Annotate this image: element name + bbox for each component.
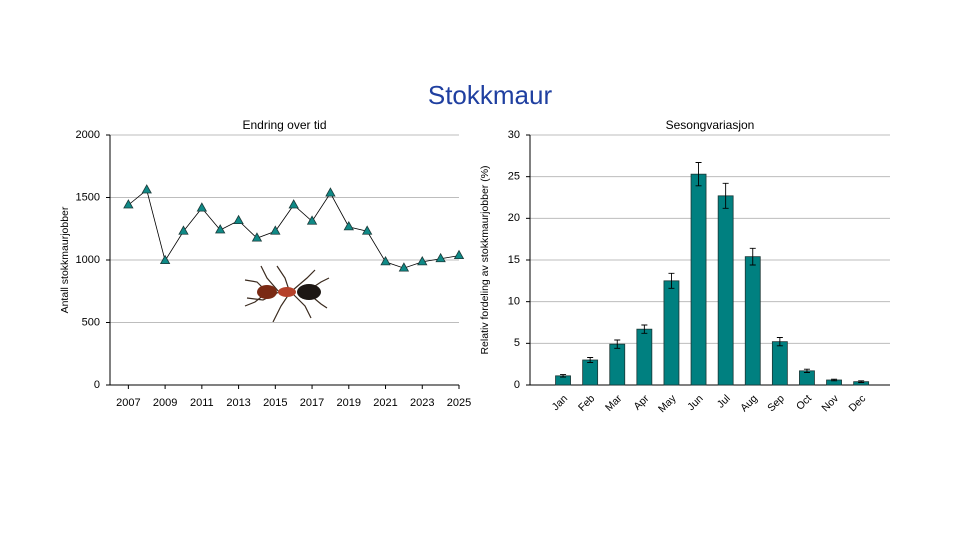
- x-tick-label: Feb: [576, 392, 597, 413]
- x-tick-label: 2017: [300, 397, 324, 409]
- y-axis-label: Antall stokkmaurjobber: [59, 206, 71, 313]
- y-tick-label: 500: [82, 316, 100, 328]
- y-axis-label: Relativ fordeling av stokkmaurjobber (%): [479, 165, 491, 354]
- x-tick-label: Jun: [685, 392, 706, 413]
- x-tick-label: 2007: [116, 397, 140, 409]
- bar: [582, 359, 599, 386]
- x-tick-label: 2019: [337, 397, 361, 409]
- x-tick-label: 2023: [410, 397, 434, 409]
- error-bar: [831, 378, 838, 382]
- data-point: [288, 199, 299, 209]
- x-tick-label: 2025: [447, 397, 471, 409]
- error-bar: [749, 247, 756, 266]
- x-tick-label: Jan: [550, 392, 571, 413]
- data-point: [453, 249, 465, 260]
- ant-illustration: [244, 265, 330, 323]
- y-tick-label: 0: [94, 379, 100, 391]
- y-tick-label: 0: [514, 379, 520, 391]
- x-tick-label: Sep: [765, 392, 787, 414]
- x-tick-label: Apr: [631, 392, 651, 412]
- error-bar: [776, 337, 783, 347]
- bar: [663, 280, 680, 386]
- error-bar: [614, 339, 621, 349]
- x-tick-label: May: [656, 392, 679, 415]
- y-tick-label: 1500: [76, 191, 100, 203]
- bar: [690, 173, 707, 386]
- data-point: [398, 262, 410, 272]
- error-bar: [858, 380, 865, 383]
- bar: [609, 343, 626, 386]
- data-point: [233, 214, 244, 225]
- data-point: [251, 232, 263, 242]
- error-bar: [587, 357, 594, 363]
- data-point: [361, 225, 373, 235]
- x-tick-label: 2021: [373, 397, 397, 409]
- data-point: [215, 224, 226, 234]
- y-tick-label: 15: [508, 254, 520, 266]
- y-tick-label: 5: [514, 337, 520, 349]
- bar: [636, 328, 653, 386]
- error-bar: [722, 182, 729, 209]
- data-point: [159, 254, 171, 265]
- x-tick-label: Dec: [847, 393, 869, 415]
- bar: [799, 370, 815, 386]
- error-bar: [695, 162, 702, 187]
- data-point: [196, 202, 208, 212]
- data-point: [417, 256, 428, 266]
- y-tick-label: 25: [508, 171, 520, 183]
- y-tick-label: 2000: [76, 129, 100, 141]
- error-bar: [803, 368, 810, 373]
- x-tick-label: Jul: [715, 393, 733, 411]
- x-tick-label: 2013: [226, 397, 250, 409]
- x-tick-label: 2011: [190, 397, 214, 409]
- error-bar: [668, 272, 675, 289]
- data-point: [178, 225, 189, 235]
- bar: [771, 341, 788, 386]
- error-bar: [560, 374, 567, 378]
- data-point: [325, 187, 336, 197]
- data-point: [380, 256, 391, 266]
- x-tick-label: 2015: [263, 397, 287, 409]
- y-tick-label: 10: [508, 296, 520, 308]
- y-tick-label: 20: [508, 212, 520, 224]
- chart-title: Sesongvariasjon: [666, 118, 755, 132]
- chart-title: Endring over tid: [242, 118, 326, 132]
- x-tick-label: 2009: [153, 397, 177, 409]
- y-tick-label: 30: [508, 129, 520, 141]
- data-point: [270, 225, 281, 235]
- x-tick-label: Oct: [794, 393, 814, 413]
- bar: [717, 195, 734, 386]
- data-point: [435, 252, 446, 263]
- data-point: [141, 184, 152, 194]
- bar: [744, 256, 761, 386]
- x-tick-label: Aug: [738, 392, 760, 414]
- data-point: [123, 199, 134, 209]
- data-point: [306, 215, 318, 225]
- x-tick-label: Nov: [819, 392, 841, 414]
- y-tick-label: 1000: [76, 254, 100, 266]
- error-bar: [641, 324, 648, 334]
- x-tick-label: Mar: [603, 392, 625, 414]
- data-point: [343, 221, 354, 231]
- slide-title: Stokkmaur: [428, 80, 553, 110]
